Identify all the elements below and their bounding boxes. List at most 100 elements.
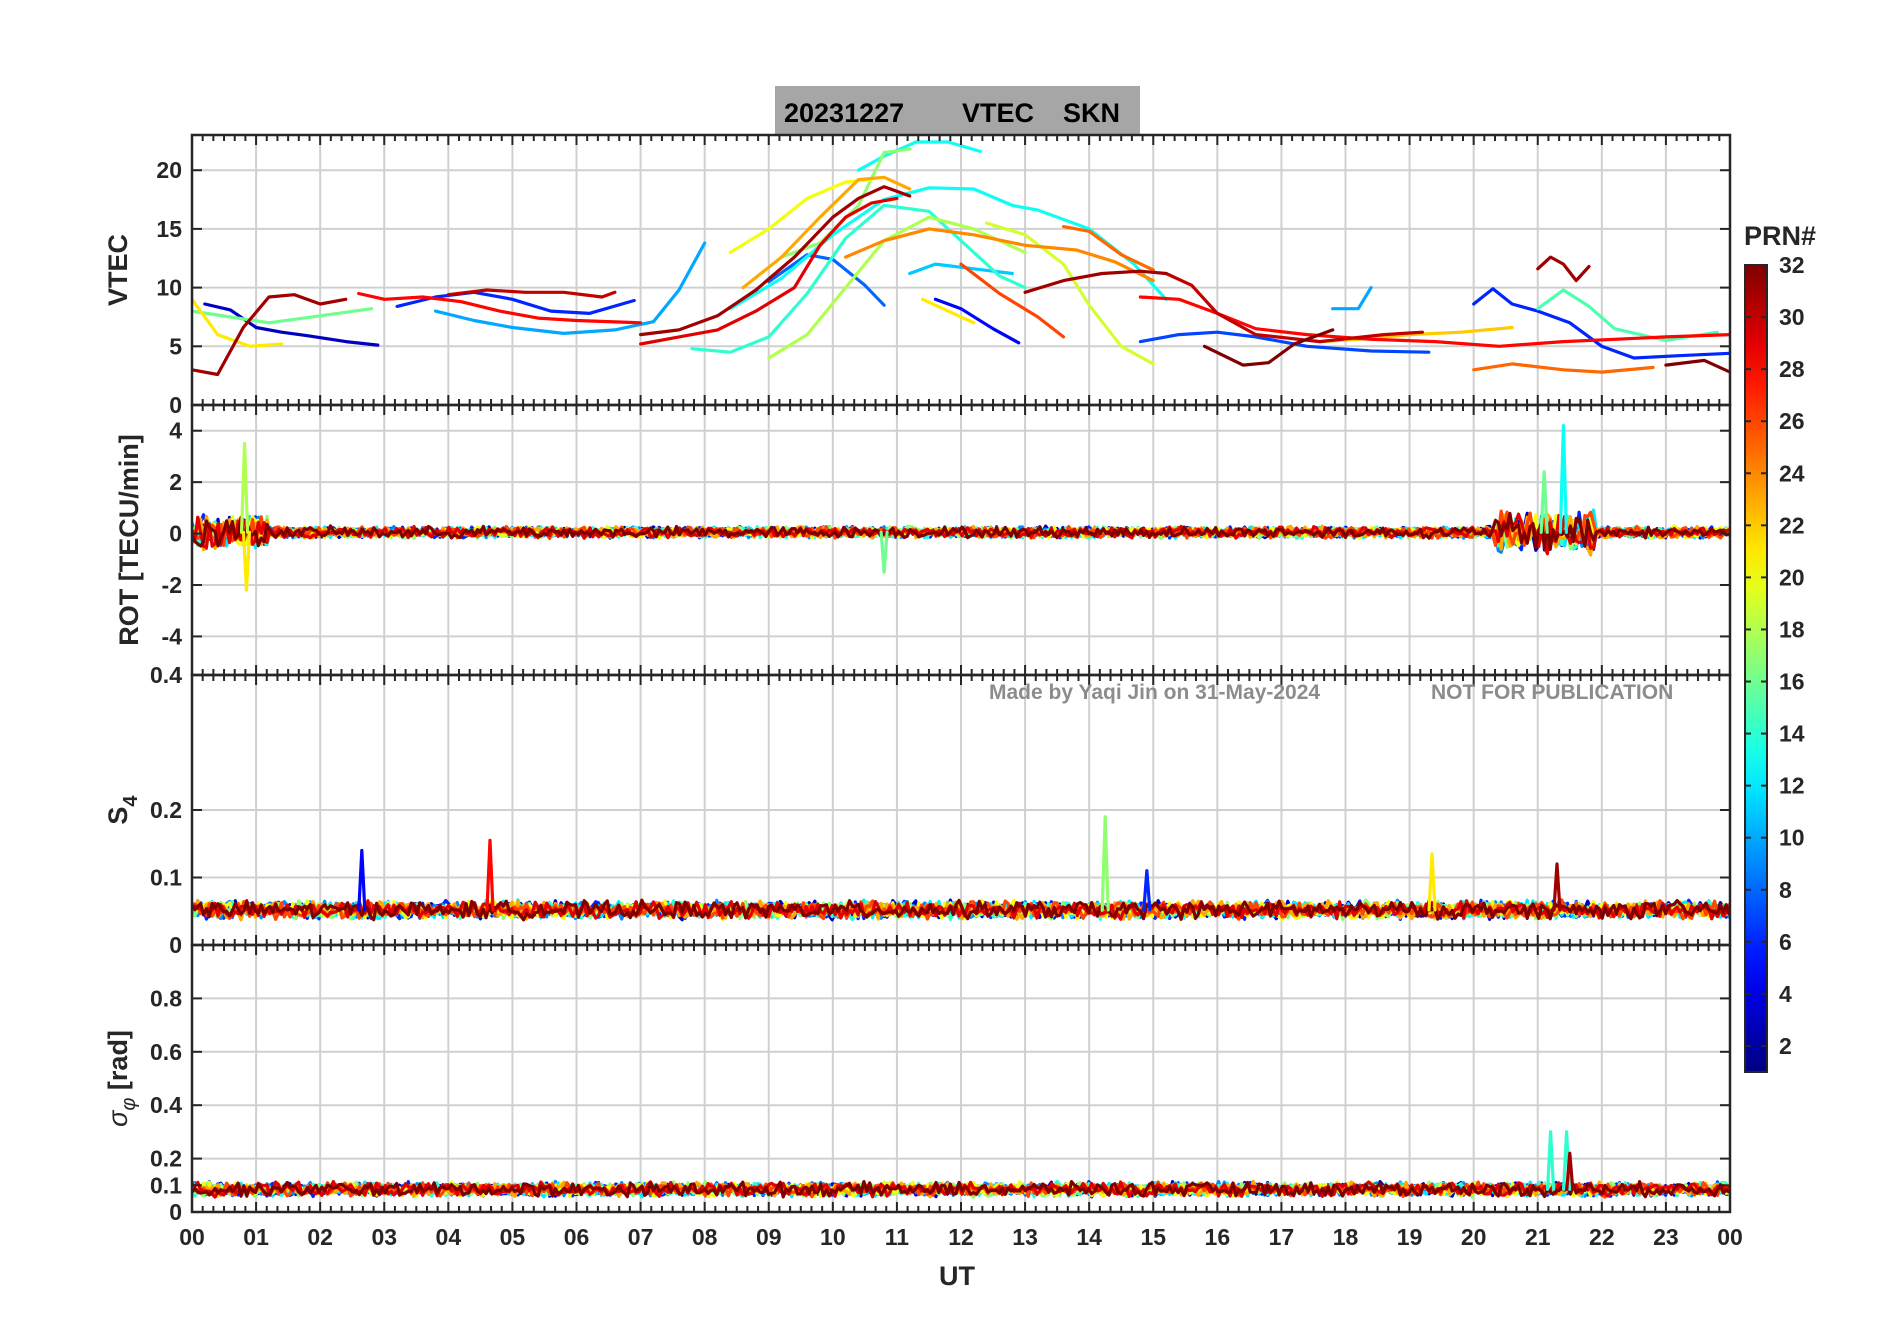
series-prn-28 <box>1138 295 1730 348</box>
x-axis-label: UT <box>939 1261 975 1291</box>
series-prn-28 <box>357 291 643 325</box>
y-tick-label: -2 <box>162 572 182 598</box>
series-prn-10 <box>433 241 707 335</box>
ticks-rot: -4 -2 0 2 4 <box>162 405 1731 675</box>
x-tick-label: 22 <box>1589 1224 1615 1250</box>
x-tick-label: 00 <box>179 1224 205 1250</box>
panel-rot: -4 -2 0 2 4 ROT [TECU/min] <box>114 403 1732 677</box>
colorbar-tick-label: 16 <box>1779 669 1805 695</box>
panel-sigphi: 00.10.2 0.4 0.6 0.8 σφ [rad] <box>103 943 1732 1225</box>
colorbar-tick-label: 30 <box>1779 304 1805 330</box>
y-tick-label: 0.4 <box>150 1092 182 1118</box>
series-prn-31 <box>638 185 912 337</box>
x-tick-label: 08 <box>692 1224 718 1250</box>
x-tick-label: 06 <box>564 1224 590 1250</box>
colorbar-tick-label: 4 <box>1779 981 1792 1007</box>
x-tick-label: 00 <box>1717 1224 1743 1250</box>
x-tick-label: 07 <box>628 1224 654 1250</box>
y-tick-label: 0 <box>169 1199 182 1225</box>
series-prn-25 <box>1472 362 1655 374</box>
watermark-author: Made by Yaqi Jin on 31-May-2024 <box>989 681 1320 704</box>
title-date: 20231227 <box>784 98 904 128</box>
traces-s4 <box>192 815 1730 922</box>
colorbar-tick-label: 24 <box>1779 460 1805 486</box>
colorbar-tick-label: 10 <box>1779 825 1805 851</box>
x-tick-label: 23 <box>1653 1224 1679 1250</box>
colorbar-tick-label: 6 <box>1779 929 1792 955</box>
series-prn-30 <box>1164 271 1425 344</box>
y-tick-label: 2 <box>169 469 182 495</box>
series-prn-30 <box>446 288 617 299</box>
x-tick-label: 12 <box>948 1224 974 1250</box>
x-tick-label: 01 <box>243 1224 269 1250</box>
series-prn-3 <box>203 302 380 347</box>
colorbar-tick-label: 12 <box>1779 773 1805 799</box>
series-prn-32 <box>1202 328 1335 367</box>
y-tick-label: 0.4 <box>150 662 182 688</box>
series-prn-10 <box>1331 286 1373 311</box>
y-axis-label-rot: ROT [TECU/min] <box>114 434 144 645</box>
series-prn-7 <box>1138 330 1431 354</box>
spike-prn-17 <box>1100 815 1110 912</box>
x-tick-label: 17 <box>1269 1224 1295 1250</box>
series-prn-17 <box>779 147 912 259</box>
chart-title: 20231227 VTEC SKN <box>775 86 1140 134</box>
panel-vtec: 0 5 10 15 20 VTEC <box>103 133 1732 418</box>
spike-prn-13 <box>1558 423 1568 534</box>
colorbar-tick-label: 8 <box>1779 877 1792 903</box>
series-prn-26 <box>959 262 1066 339</box>
panel-s4: 0 0.1 0.2 0.4 S4 <box>103 662 1732 958</box>
y-tick-label: 0.1 <box>150 1172 182 1198</box>
spike-prn-31 <box>1565 1151 1575 1191</box>
y-tick-label: 4 <box>169 418 182 444</box>
x-tick-label: 20 <box>1461 1224 1487 1250</box>
spike-prn-18 <box>239 441 250 534</box>
x-tick-label: 19 <box>1397 1224 1423 1250</box>
y-tick-label: 0.2 <box>150 1146 182 1172</box>
spike-prn-31 <box>1552 862 1562 912</box>
series-prn-21 <box>920 297 976 325</box>
noise-prn-32 <box>192 511 1730 552</box>
series-prn-6 <box>1472 287 1730 360</box>
series-prn-15 <box>1536 288 1719 342</box>
x-tick-label: 18 <box>1333 1224 1359 1250</box>
series-prn-31 <box>1536 255 1591 283</box>
x-tick-label: 05 <box>500 1224 526 1250</box>
noise-prn-32 <box>192 898 1730 922</box>
series-prn-24 <box>843 227 1155 283</box>
series-prn-16 <box>192 307 373 325</box>
series-prn-5 <box>933 297 1021 345</box>
title-background <box>775 86 1140 134</box>
y-tick-label: 0.8 <box>150 985 182 1011</box>
traces-vtec <box>192 140 1730 377</box>
y-tick-label: 15 <box>156 216 182 242</box>
x-tick-label: 14 <box>1076 1224 1102 1250</box>
colorbar-tick-label: 26 <box>1779 408 1805 434</box>
series-prn-29 <box>638 196 899 346</box>
series-prn-32 <box>1664 358 1730 374</box>
y-tick-label: 0.1 <box>150 865 182 891</box>
spike-prn-16 <box>879 530 889 574</box>
y-axis-label-s4: S4 <box>103 795 142 825</box>
ticks-vtec: 0 5 10 15 20 <box>156 135 1731 418</box>
colorbar-tick-label: 20 <box>1779 564 1805 590</box>
series-prn-13 <box>856 140 982 172</box>
traces-sigphi <box>192 1130 1730 1199</box>
x-axis: 00 01 02 03 04 05 06 07 08 09 10 11 12 13 14 15 16 17 18 19… <box>179 1224 1743 1250</box>
colorbar-tick-label: 22 <box>1779 512 1805 538</box>
y-tick-label: 10 <box>156 275 182 301</box>
spike-prn-16 <box>1539 470 1549 534</box>
spike-prn-21 <box>241 530 252 592</box>
y-tick-label: -4 <box>162 623 183 649</box>
x-tick-label: 04 <box>436 1224 462 1250</box>
x-tick-label: 03 <box>371 1224 397 1250</box>
y-tick-label: 0 <box>169 521 182 547</box>
title-station: SKN <box>1063 98 1120 128</box>
traces-rot <box>192 423 1730 592</box>
x-tick-label: 21 <box>1525 1224 1551 1250</box>
colorbar-tick-label: 2 <box>1779 1033 1792 1059</box>
noise-prn-32 <box>192 1179 1730 1199</box>
